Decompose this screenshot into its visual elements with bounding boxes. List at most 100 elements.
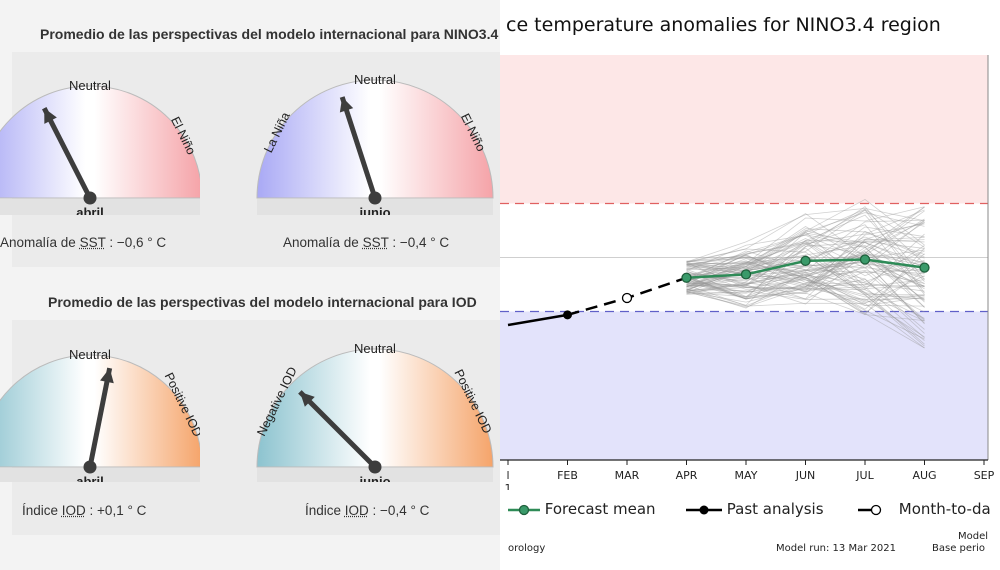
ensemble-member: [686, 264, 925, 341]
ensemble-member: [686, 264, 925, 297]
ensemble-member: [686, 254, 925, 284]
ensemble-member: [686, 270, 925, 314]
ensemble-member: [686, 224, 925, 295]
iod-abbr[interactable]: IOD: [344, 503, 369, 518]
ensemble-member: [686, 265, 925, 334]
past-legend-icon: [686, 505, 722, 514]
ensemble-member: [686, 260, 925, 325]
ensemble-member: [686, 241, 925, 285]
month-to-date-point: [621, 292, 633, 304]
gauge-pivot: [83, 460, 97, 474]
ensemble-member: [686, 209, 925, 294]
ensemble-member: [686, 241, 925, 283]
ensemble-member: [686, 206, 925, 306]
ensemble-member: [686, 254, 925, 347]
legend-past: Past analysis: [686, 500, 824, 518]
ensemble-member: [686, 254, 925, 287]
ensemble-member: [686, 220, 925, 290]
forecast-mean-point: [919, 262, 930, 273]
ensemble-member: [686, 206, 925, 279]
ensemble-member: [686, 210, 925, 294]
ensemble-member: [686, 277, 925, 330]
legend-mtd: Month-to-da: [858, 500, 991, 518]
ensemble-member: [686, 254, 925, 308]
legend-forecast-label: Forecast mean: [544, 500, 656, 518]
ensemble-member: [686, 245, 925, 273]
x-tick-label: l: [506, 469, 509, 482]
gauge-center-label: Neutral: [69, 78, 111, 93]
gauge-needle-head: [44, 108, 57, 124]
enso-panel-title: Promedio de las perspectivas del modelo …: [40, 26, 499, 42]
x-tick-label: SEP: [974, 469, 995, 482]
ensemble-member: [686, 260, 925, 302]
ensemble-member: [686, 245, 925, 287]
iod-abbr[interactable]: IOD: [61, 503, 86, 518]
ensemble-member: [686, 206, 925, 305]
gauge-pivot: [368, 191, 382, 205]
x-tick-label: MAY: [735, 469, 758, 482]
ensemble-member: [686, 270, 925, 301]
ensemble-member: [686, 247, 925, 300]
gauges-panel: Promedio de las perspectivas del modelo …: [0, 0, 500, 570]
ensemble-member: [686, 230, 925, 291]
gauge-base: [257, 468, 493, 482]
ensemble-member: [686, 250, 925, 280]
chart-title: ce temperature anomalies for NINO3.4 reg…: [506, 14, 941, 36]
ensemble-member: [686, 241, 925, 298]
ensemble-member: [686, 223, 925, 303]
ensemble-member: [686, 291, 925, 349]
ensemble-member: [686, 240, 925, 288]
ensemble-member: [686, 207, 925, 263]
gauge-dial: [256, 348, 494, 468]
ensemble-member: [686, 214, 925, 295]
ensemble-member: [686, 244, 925, 287]
gauge-dial: [0, 85, 200, 199]
ensemble-member: [686, 208, 925, 282]
gauge-base: [0, 199, 200, 215]
footer-right-bottom: Base perio: [932, 543, 986, 554]
ensemble-member: [686, 262, 925, 340]
iod-caption-april: Índice IOD : +0,1 ° C: [22, 503, 147, 518]
gauge-center-label: Neutral: [354, 72, 396, 87]
enso-caption-april: Anomalía de SST : −0,6 ° C: [0, 235, 167, 250]
ensemble-member: [686, 257, 925, 300]
sst-abbr[interactable]: SST: [79, 235, 106, 250]
gauge-needle-head: [100, 368, 114, 384]
forecast-mean-point: [681, 272, 692, 283]
el-nino-band: [500, 55, 988, 204]
gauge-needle: [298, 390, 377, 469]
x-tick-label: APR: [676, 469, 698, 482]
ensemble-member: [686, 262, 925, 307]
ensemble-member: [686, 236, 925, 292]
ensemble-member: [686, 286, 925, 339]
footer-model-run: Model run: 13 Mar 2021: [776, 543, 896, 554]
iod-caption-june: Índice IOD : −0,4 ° C: [305, 503, 430, 518]
ensemble-member: [686, 253, 925, 289]
la-nina-band: [500, 311, 988, 460]
ensemble-member: [686, 253, 925, 310]
x-tick-label: MAR: [615, 469, 640, 482]
mtd-legend-icon: [858, 504, 882, 515]
gauge-pivot: [83, 191, 97, 205]
ensemble-member: [686, 232, 925, 282]
ensemble-member: [686, 233, 925, 290]
nino34-chart-panel: ce temperature anomalies for NINO3.4 reg…: [500, 0, 1000, 570]
gauge-month: abril: [76, 205, 103, 215]
gauge-month: abril: [76, 474, 103, 482]
ensemble-member: [686, 276, 925, 303]
ensemble-member: [686, 273, 925, 345]
x-tick-sublabel: 1: [505, 482, 512, 490]
ensemble-member: [686, 271, 925, 309]
past-analysis-line: [507, 313, 568, 327]
x-tick-label: AUG: [912, 469, 936, 482]
iod-panel-title: Promedio de las perspectivas del modelo …: [48, 294, 477, 310]
ensemble-member: [686, 249, 925, 308]
ensemble-member: [686, 248, 925, 322]
footer-right-top: Model: [958, 531, 989, 542]
sst-abbr[interactable]: SST: [362, 235, 389, 250]
legend-forecast: Forecast mean: [508, 500, 656, 518]
gauge-base: [257, 199, 493, 215]
forecast-mean-point: [800, 255, 811, 267]
